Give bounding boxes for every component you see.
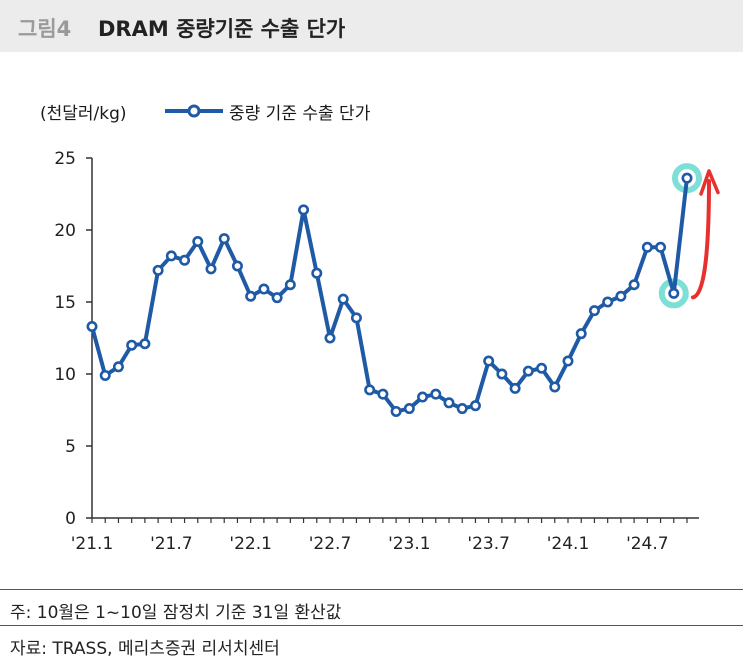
data-point [112, 361, 124, 373]
footer-divider [0, 625, 743, 626]
x-tick-label: '22.7 [309, 534, 352, 554]
data-point [337, 293, 349, 305]
y-tick-label: 10 [54, 365, 76, 385]
chart-title: DRAM 중량기준 수출 단가 [98, 17, 346, 41]
data-point [681, 172, 693, 184]
data-point [377, 388, 389, 400]
x-tick-label: '24.1 [547, 534, 590, 554]
y-tick-label: 0 [65, 509, 76, 529]
upward-arrow-icon [691, 179, 711, 300]
data-point [430, 388, 442, 400]
data-point [522, 365, 534, 377]
chart-axes: 0 5 10 15 20 25 '21.1 '21.7 '22.1 '22.7 '23.1 '23.7… [54, 149, 699, 554]
data-point [443, 397, 455, 409]
x-tick-label: '22.1 [229, 534, 272, 554]
data-point [615, 290, 627, 302]
legend-series-label: 중량 기준 수출 단가 [229, 104, 371, 124]
data-point [245, 290, 257, 302]
x-tick-label: '21.1 [71, 534, 114, 554]
data-point [536, 362, 548, 374]
y-tick-label: 5 [65, 437, 76, 457]
data-point [390, 405, 402, 417]
data-point [258, 283, 270, 295]
data-point [139, 338, 151, 350]
footer-note: 주: 10월은 1~10일 잠정치 기준 31일 환산값 [10, 603, 342, 623]
data-point [588, 305, 600, 317]
footer-source: 자료: TRASS, 메리츠증권 리서치센터 [10, 639, 280, 659]
data-point [668, 287, 680, 299]
arrow-head-icon [699, 169, 720, 196]
data-point [284, 279, 296, 291]
data-point [549, 381, 561, 393]
data-point [179, 254, 191, 266]
y-tick-label: 20 [54, 221, 76, 241]
y-axis-unit-label: (천달러/kg) [40, 104, 127, 124]
data-point [575, 328, 587, 340]
series-line [90, 176, 689, 414]
y-tick-label: 25 [54, 149, 76, 169]
data-point [628, 279, 640, 291]
data-point [271, 292, 283, 304]
data-point [403, 403, 415, 415]
data-point [496, 368, 508, 380]
data-point [231, 260, 243, 272]
figure-header: 그림4 DRAM 중량기준 수출 단가 [0, 0, 743, 52]
data-point [456, 403, 468, 415]
x-tick-label: '23.1 [388, 534, 431, 554]
data-point [641, 241, 653, 253]
data-point [509, 382, 521, 394]
footer-top-rule [0, 589, 743, 590]
data-point [152, 264, 164, 276]
data-point [86, 320, 98, 332]
data-point [655, 241, 667, 253]
y-tick-label: 15 [54, 293, 76, 313]
x-tick-label: '23.7 [467, 534, 510, 554]
data-point [298, 204, 310, 216]
data-point [417, 391, 429, 403]
data-point [192, 236, 204, 248]
data-point [165, 250, 177, 262]
data-point [350, 312, 362, 324]
data-point [311, 267, 323, 279]
data-point [364, 384, 376, 396]
x-tick-label: '24.7 [626, 534, 669, 554]
data-point [205, 263, 217, 275]
data-point [469, 400, 481, 412]
data-point [218, 233, 230, 245]
data-point [483, 355, 495, 367]
data-point [324, 332, 336, 344]
x-tick-label: '21.7 [150, 534, 193, 554]
series-layer [86, 172, 693, 417]
data-point [126, 339, 138, 351]
data-point [602, 296, 614, 308]
data-point [99, 369, 111, 381]
legend-line-marker-icon [165, 104, 223, 118]
data-point [562, 355, 574, 367]
figure-number: 그림4 [18, 17, 72, 41]
legend: 중량 기준 수출 단가 [163, 99, 370, 124]
